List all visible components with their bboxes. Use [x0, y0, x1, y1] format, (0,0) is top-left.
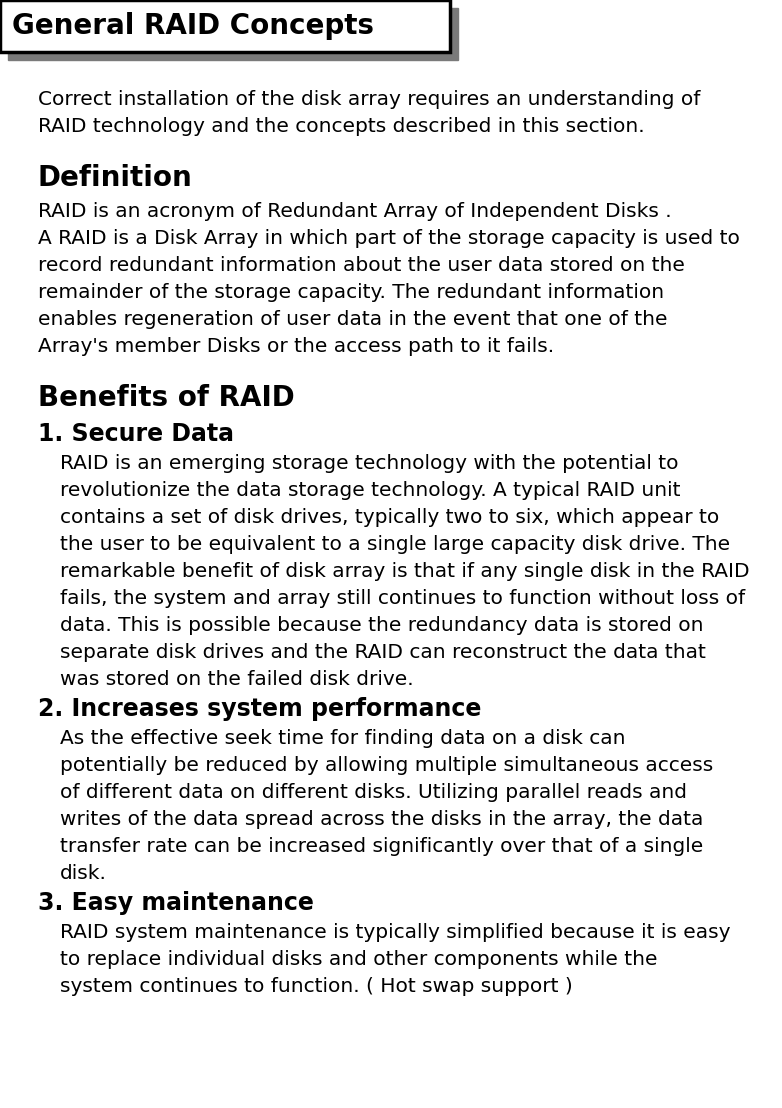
Text: Array's member Disks or the access path to it fails.: Array's member Disks or the access path …	[38, 337, 554, 356]
Text: was stored on the failed disk drive.: was stored on the failed disk drive.	[60, 670, 414, 689]
Text: enables regeneration of user data in the event that one of the: enables regeneration of user data in the…	[38, 310, 668, 329]
Text: to replace individual disks and other components while the: to replace individual disks and other co…	[60, 950, 658, 970]
Text: As the effective seek time for finding data on a disk can: As the effective seek time for finding d…	[60, 729, 626, 748]
Text: contains a set of disk drives, typically two to six, which appear to: contains a set of disk drives, typically…	[60, 507, 719, 527]
Text: potentially be reduced by allowing multiple simultaneous access: potentially be reduced by allowing multi…	[60, 756, 713, 774]
Text: RAID is an emerging storage technology with the potential to: RAID is an emerging storage technology w…	[60, 454, 679, 473]
Text: 1. Secure Data: 1. Secure Data	[38, 422, 234, 447]
Text: RAID is an acronym of Redundant Array of Independent Disks .: RAID is an acronym of Redundant Array of…	[38, 202, 672, 220]
Text: separate disk drives and the RAID can reconstruct the data that: separate disk drives and the RAID can re…	[60, 643, 706, 661]
Text: 2. Increases system performance: 2. Increases system performance	[38, 697, 482, 721]
Text: record redundant information about the user data stored on the: record redundant information about the u…	[38, 256, 685, 275]
Text: system continues to function. ( Hot swap support ): system continues to function. ( Hot swap…	[60, 977, 572, 996]
Text: writes of the data spread across the disks in the array, the data: writes of the data spread across the dis…	[60, 810, 703, 829]
Text: data. This is possible because the redundancy data is stored on: data. This is possible because the redun…	[60, 616, 704, 635]
Text: disk.: disk.	[60, 864, 107, 883]
Text: remainder of the storage capacity. The redundant information: remainder of the storage capacity. The r…	[38, 283, 664, 302]
Text: revolutionize the data storage technology. A typical RAID unit: revolutionize the data storage technolog…	[60, 481, 680, 500]
Text: Benefits of RAID: Benefits of RAID	[38, 384, 295, 412]
Text: General RAID Concepts: General RAID Concepts	[12, 12, 374, 40]
Text: RAID technology and the concepts described in this section.: RAID technology and the concepts describ…	[38, 117, 644, 136]
Text: transfer rate can be increased significantly over that of a single: transfer rate can be increased significa…	[60, 837, 703, 856]
Text: Correct installation of the disk array requires an understanding of: Correct installation of the disk array r…	[38, 90, 701, 109]
Bar	[8, 8, 458, 60]
Text: 3. Easy maintenance: 3. Easy maintenance	[38, 891, 314, 915]
Text: of different data on different disks. Utilizing parallel reads and: of different data on different disks. Ut…	[60, 783, 687, 802]
Text: the user to be equivalent to a single large capacity disk drive. The: the user to be equivalent to a single la…	[60, 535, 730, 554]
Text: RAID system maintenance is typically simplified because it is easy: RAID system maintenance is typically sim…	[60, 923, 730, 942]
Text: Definition: Definition	[38, 164, 192, 192]
Text: remarkable benefit of disk array is that if any single disk in the RAID: remarkable benefit of disk array is that…	[60, 562, 750, 581]
Text: fails, the system and array still continues to function without loss of: fails, the system and array still contin…	[60, 589, 745, 608]
Text: A RAID is a Disk Array in which part of the storage capacity is used to: A RAID is a Disk Array in which part of …	[38, 229, 740, 248]
Bar	[0, 0, 450, 52]
